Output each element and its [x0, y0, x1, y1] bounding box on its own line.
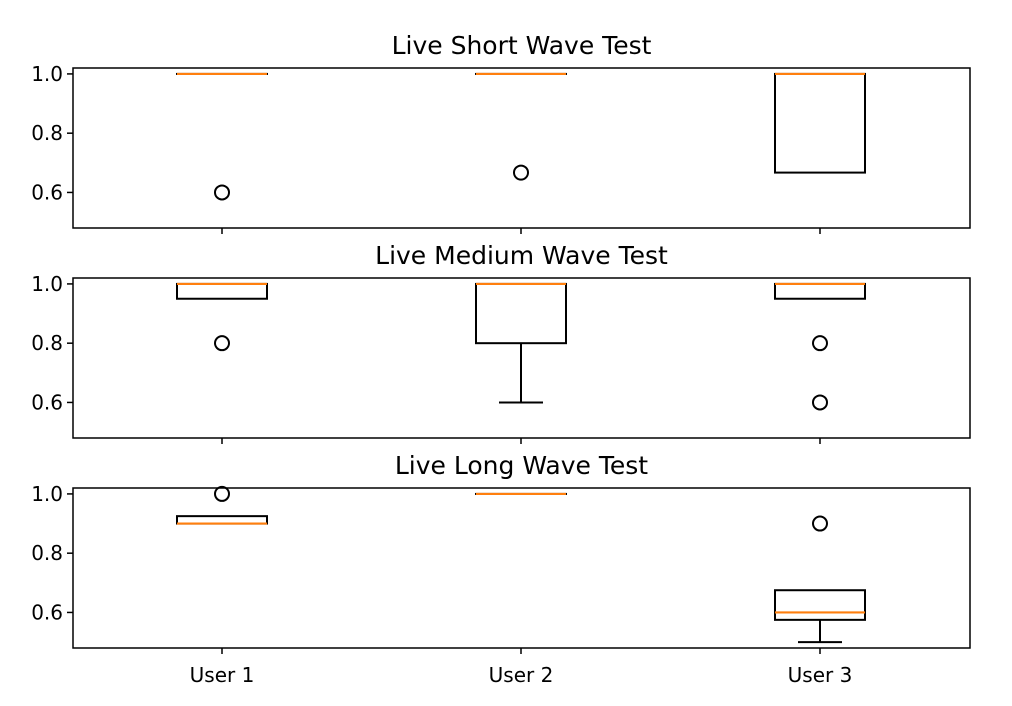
box-rect: [774, 589, 866, 621]
y-tick-label: 0.6: [31, 600, 63, 624]
y-tick-label: 0.8: [31, 541, 63, 565]
box-rect: [176, 282, 268, 300]
axes-frame: [72, 487, 971, 649]
box-1: [176, 72, 268, 201]
box-3: [774, 72, 866, 174]
y-tick-label: 0.6: [31, 390, 63, 414]
y-tick-label: 1.0: [31, 272, 63, 296]
axes-frame: [72, 277, 971, 439]
axes-frame: [72, 67, 971, 229]
box-rect: [176, 515, 268, 525]
x-tick-label: User 1: [190, 663, 255, 687]
y-tick-label: 0.8: [31, 331, 63, 355]
box-2: [475, 72, 567, 181]
outlier-point: [214, 335, 230, 352]
outlier-point: [812, 335, 828, 352]
x-tick-label: User 2: [489, 663, 554, 687]
box-3: [774, 282, 866, 411]
box-3: [774, 515, 866, 644]
y-tick-label: 1.0: [31, 62, 63, 86]
box-rect: [774, 72, 866, 174]
x-tick-label: User 3: [788, 663, 853, 687]
subplot-2: Live Medium Wave Test 0.6 0.8 1.0: [31, 241, 971, 444]
subplot-title: Live Long Wave Test: [395, 451, 648, 480]
outlier-point: [214, 184, 230, 201]
box-rect: [475, 282, 567, 345]
box-2: [475, 282, 567, 404]
box-1: [176, 485, 268, 525]
subplot-3: Live Long Wave Test 0.6 0.8 1.0 User 1 User 2…: [31, 451, 971, 687]
outlier-point: [812, 394, 828, 411]
y-tick-label: 0.6: [31, 180, 63, 204]
box-rect: [774, 282, 866, 300]
outlier-point: [513, 164, 529, 181]
subplot-title: Live Medium Wave Test: [375, 241, 668, 270]
y-tick-label: 1.0: [31, 482, 63, 506]
box-1: [176, 282, 268, 352]
outlier-point: [812, 515, 828, 532]
outlier-point: [214, 485, 230, 502]
y-tick-label: 0.8: [31, 121, 63, 145]
subplot-title: Live Short Wave Test: [392, 31, 652, 60]
subplot-1: Live Short Wave Test 0.6 0.8 1.0: [31, 31, 971, 234]
